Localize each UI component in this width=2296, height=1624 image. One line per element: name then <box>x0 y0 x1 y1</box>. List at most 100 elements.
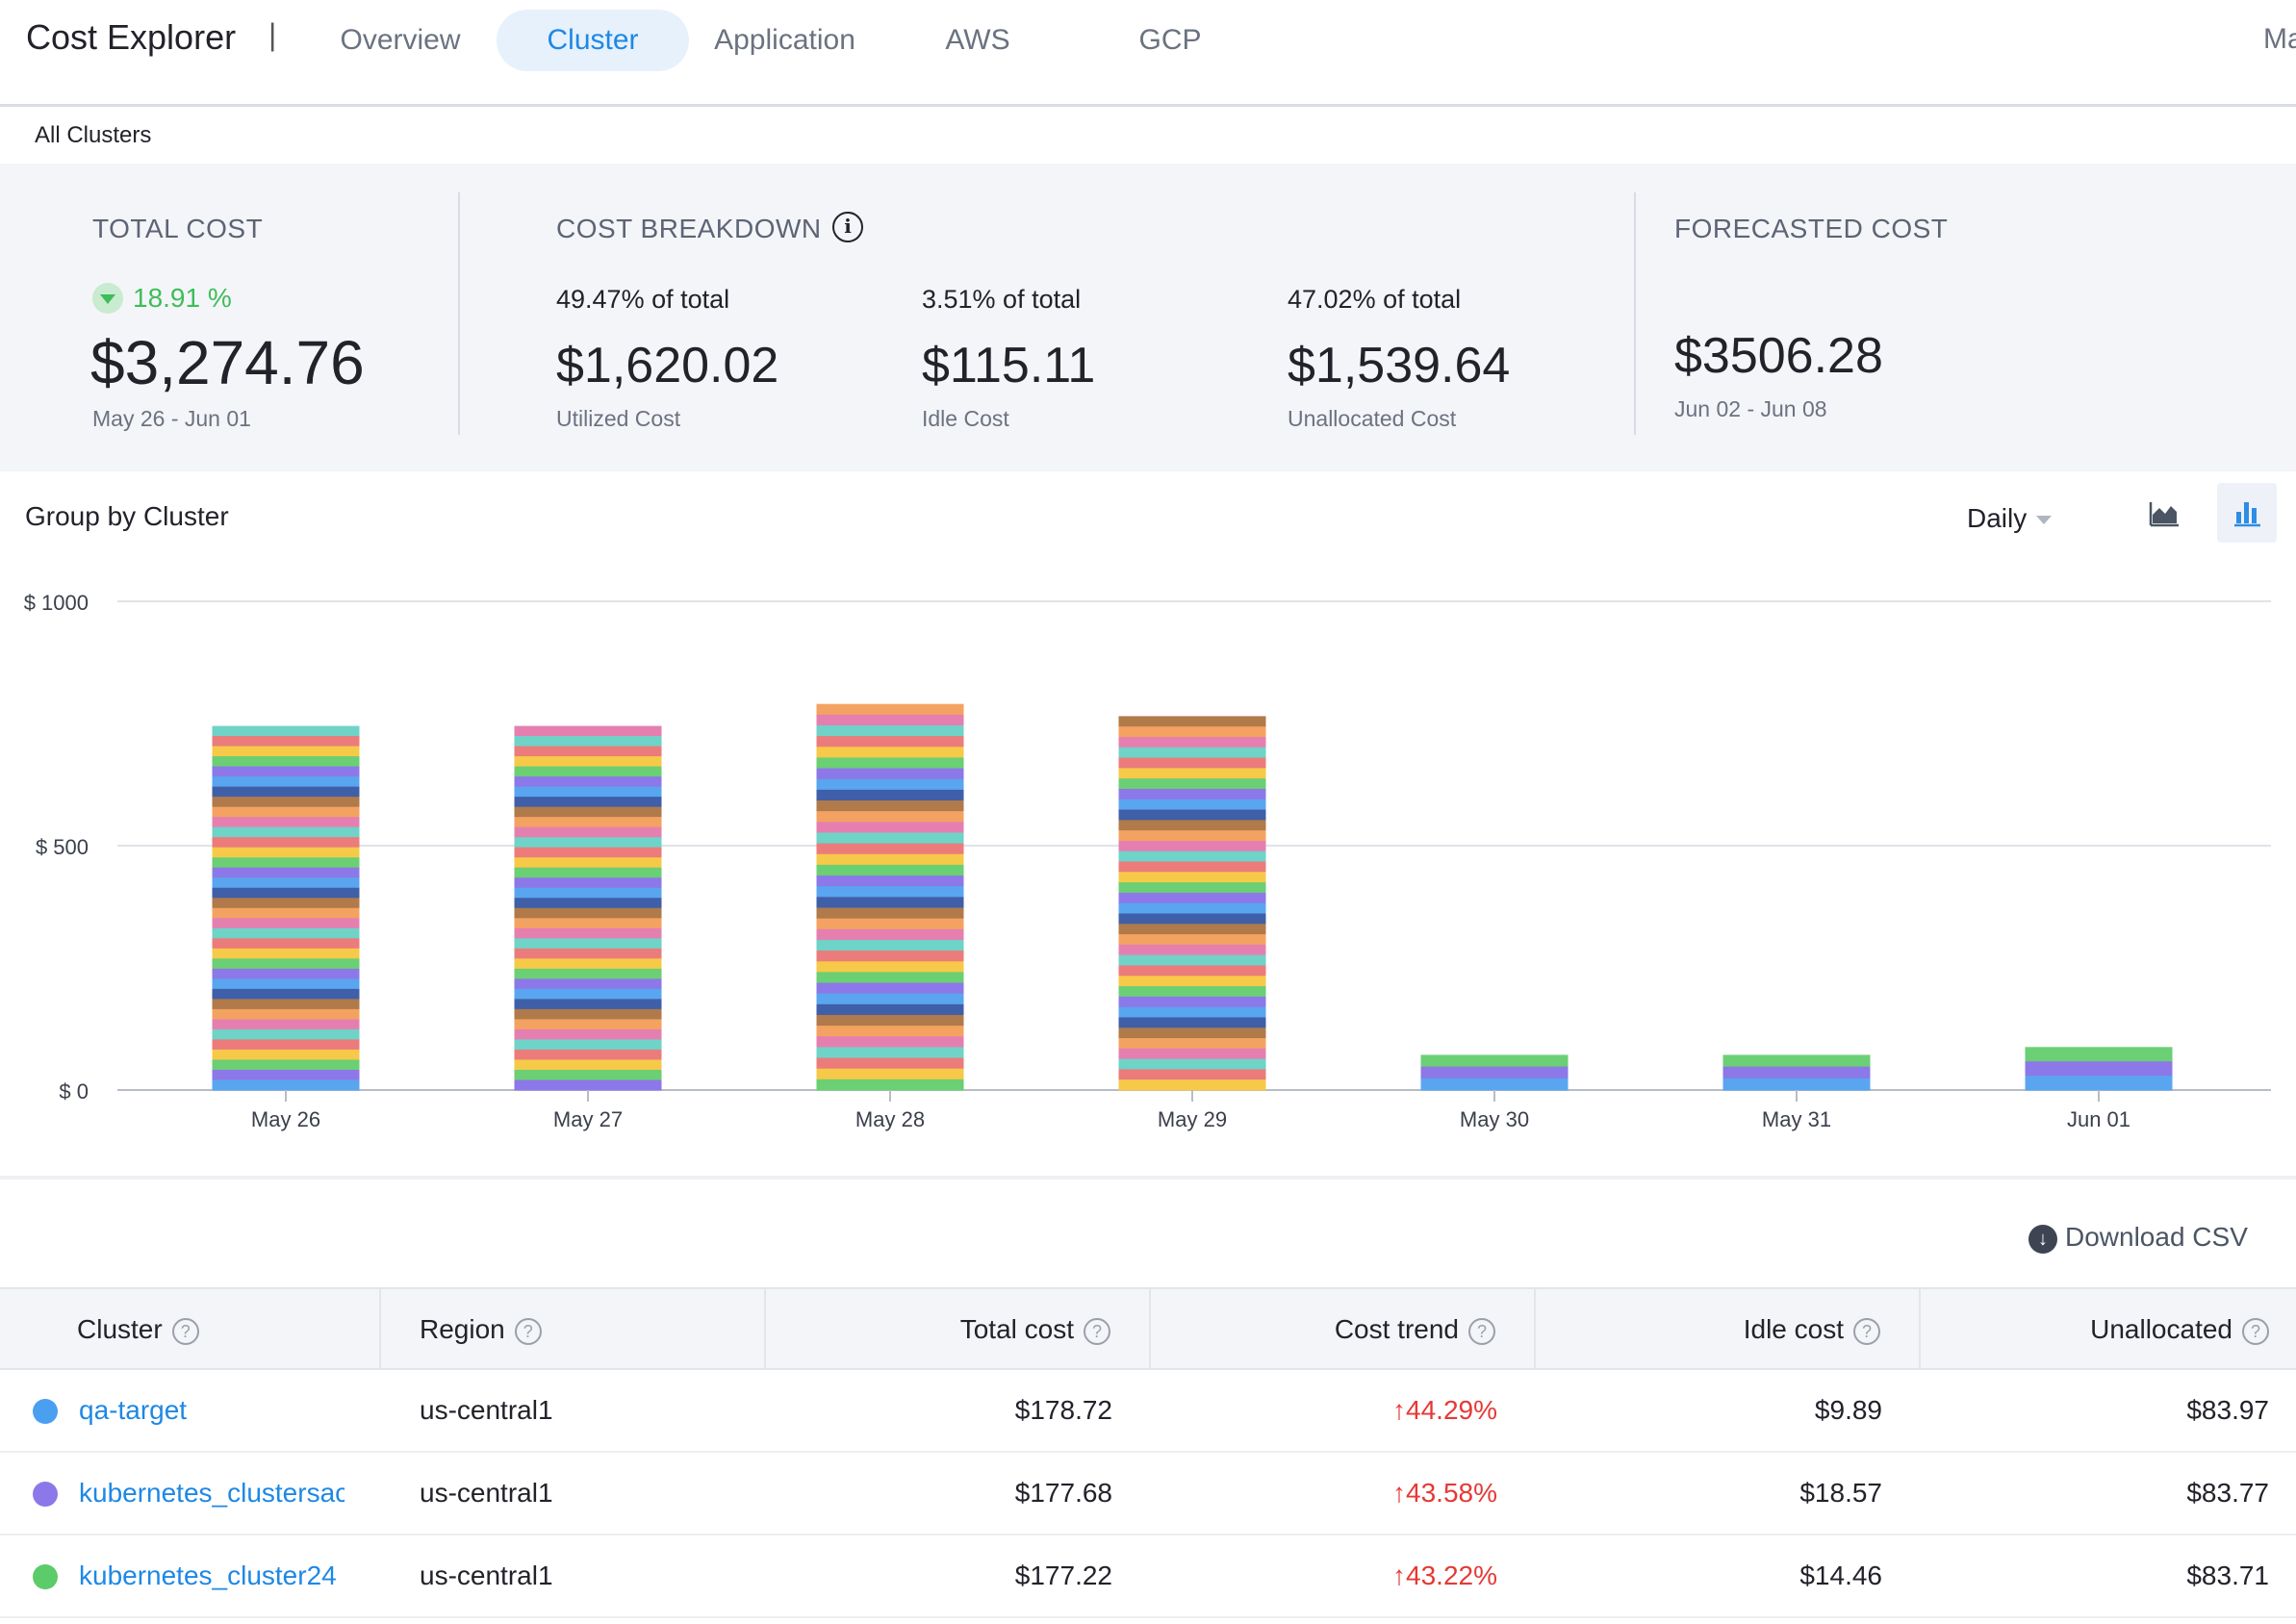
bar-segment[interactable] <box>514 826 662 838</box>
bar-segment[interactable] <box>1118 976 1266 987</box>
bar-segment[interactable] <box>816 843 964 855</box>
help-icon[interactable]: ? <box>1853 1317 1880 1345</box>
bar-segment[interactable] <box>1420 1054 1569 1068</box>
bar-segment[interactable] <box>212 797 360 808</box>
bar-segment[interactable] <box>514 1039 662 1051</box>
bar-segment[interactable] <box>514 1019 662 1030</box>
column-header-cost-trend[interactable]: Cost trend? <box>1151 1289 1536 1370</box>
bar-segment[interactable] <box>514 736 662 748</box>
bar-segment[interactable] <box>514 867 662 878</box>
bar-segment[interactable] <box>816 875 964 887</box>
bar-segment[interactable] <box>514 837 662 849</box>
bar-segment[interactable] <box>1722 1054 1871 1068</box>
bar-segment[interactable] <box>1118 902 1266 914</box>
bar-segment[interactable] <box>514 776 662 788</box>
bar-segment[interactable] <box>514 806 662 818</box>
help-icon[interactable]: ? <box>1468 1317 1495 1345</box>
bar-segment[interactable] <box>816 811 964 823</box>
bar-segment[interactable] <box>816 853 964 866</box>
bar-segment[interactable] <box>1118 882 1266 894</box>
bar-segment[interactable] <box>816 832 964 845</box>
bar-segment[interactable] <box>514 958 662 970</box>
bar-segment[interactable] <box>816 724 964 737</box>
bar-segment[interactable] <box>212 948 360 959</box>
bar-segment[interactable] <box>816 1057 964 1070</box>
bar-segment[interactable] <box>1722 1066 1871 1079</box>
bar-segment[interactable] <box>514 725 662 737</box>
bar-segment[interactable] <box>1118 840 1266 852</box>
bar-segment[interactable] <box>514 766 662 777</box>
bar-segment[interactable] <box>514 927 662 939</box>
bar-segment[interactable] <box>514 786 662 798</box>
column-header-total-cost[interactable]: Total cost? <box>766 1289 1151 1370</box>
bar-segment[interactable] <box>212 857 360 869</box>
bar-segment[interactable] <box>212 1079 360 1091</box>
bar-segment[interactable] <box>816 778 964 791</box>
column-header-cluster[interactable]: Cluster? <box>0 1289 381 1370</box>
bar-segment[interactable] <box>1118 1006 1266 1018</box>
bar-segment[interactable] <box>212 776 360 788</box>
bar-segment[interactable] <box>212 817 360 828</box>
truncated-header-item[interactable]: Ma <box>2263 23 2296 55</box>
table-row[interactable]: kubernetes_cluster24 us-central1 $177.22 ↑4… <box>0 1535 2296 1618</box>
bar-segment[interactable] <box>514 857 662 869</box>
bar-segment[interactable] <box>212 786 360 798</box>
bar-segment[interactable] <box>514 988 662 1000</box>
bar-segment[interactable] <box>514 847 662 858</box>
bar-segment[interactable] <box>212 1028 360 1040</box>
bar-segment[interactable] <box>1118 1028 1266 1039</box>
bar-segment[interactable] <box>816 886 964 898</box>
bar-segment[interactable] <box>514 968 662 979</box>
bar-segment[interactable] <box>212 837 360 849</box>
bar-segment[interactable] <box>816 1068 964 1080</box>
bar-segment[interactable] <box>212 907 360 919</box>
frequency-dropdown[interactable]: Daily <box>1967 503 2053 534</box>
bar-segment[interactable] <box>1722 1078 1871 1091</box>
tab-gcp[interactable]: GCP <box>1138 24 1202 56</box>
bar-segment[interactable] <box>1118 716 1266 727</box>
bar-segment[interactable] <box>212 725 360 737</box>
bar-segment[interactable] <box>1118 809 1266 821</box>
breadcrumb[interactable]: All Clusters <box>35 122 152 148</box>
bar-segment[interactable] <box>212 746 360 757</box>
bar-may-31[interactable] <box>1722 1054 1871 1091</box>
bar-segment[interactable] <box>212 736 360 748</box>
bar-segment[interactable] <box>514 1008 662 1020</box>
bar-segment[interactable] <box>2025 1076 2173 1091</box>
cluster-name-link[interactable]: qa-target <box>79 1395 188 1425</box>
bar-segment[interactable] <box>1118 1038 1266 1050</box>
bar-segment[interactable] <box>1118 986 1266 998</box>
bar-segment[interactable] <box>1118 736 1266 749</box>
tab-cluster[interactable]: Cluster <box>497 10 689 71</box>
help-icon[interactable]: ? <box>171 1317 199 1345</box>
bar-may-28[interactable] <box>816 703 964 1091</box>
bar-segment[interactable] <box>514 948 662 959</box>
column-header-region[interactable]: Region? <box>381 1289 766 1370</box>
table-row[interactable]: qa-target us-central1 $178.72 ↑44.29% $9.89 $… <box>0 1370 2296 1453</box>
bar-segment[interactable] <box>212 938 360 950</box>
bar-segment[interactable] <box>212 1069 360 1080</box>
bar-segment[interactable] <box>816 1003 964 1016</box>
bar-segment[interactable] <box>212 1059 360 1071</box>
bar-segment[interactable] <box>1118 1048 1266 1060</box>
bar-segment[interactable] <box>514 938 662 950</box>
bar-segment[interactable] <box>1118 1069 1266 1080</box>
bar-segment[interactable] <box>1118 924 1266 935</box>
tab-aws[interactable]: AWS <box>945 24 1010 56</box>
bar-segment[interactable] <box>1118 1079 1266 1091</box>
bar-segment[interactable] <box>816 800 964 812</box>
bar-segment[interactable] <box>1118 954 1266 966</box>
bar-segment[interactable] <box>1118 747 1266 759</box>
bar-segment[interactable] <box>514 918 662 929</box>
cluster-name-link[interactable]: kubernetes_cluster24 <box>79 1561 337 1590</box>
bar-segment[interactable] <box>212 1008 360 1020</box>
bar-segment[interactable] <box>2025 1047 2173 1062</box>
bar-segment[interactable] <box>212 898 360 909</box>
cluster-name-link[interactable]: kubernetes_clustersac <box>79 1478 344 1508</box>
help-icon[interactable]: ? <box>514 1317 542 1345</box>
bar-segment[interactable] <box>816 768 964 780</box>
bar-segment[interactable] <box>1118 788 1266 800</box>
download-csv-button[interactable]: ↓ Download CSV <box>2028 1222 2248 1254</box>
bar-segment[interactable] <box>816 951 964 962</box>
bar-segment[interactable] <box>514 756 662 768</box>
